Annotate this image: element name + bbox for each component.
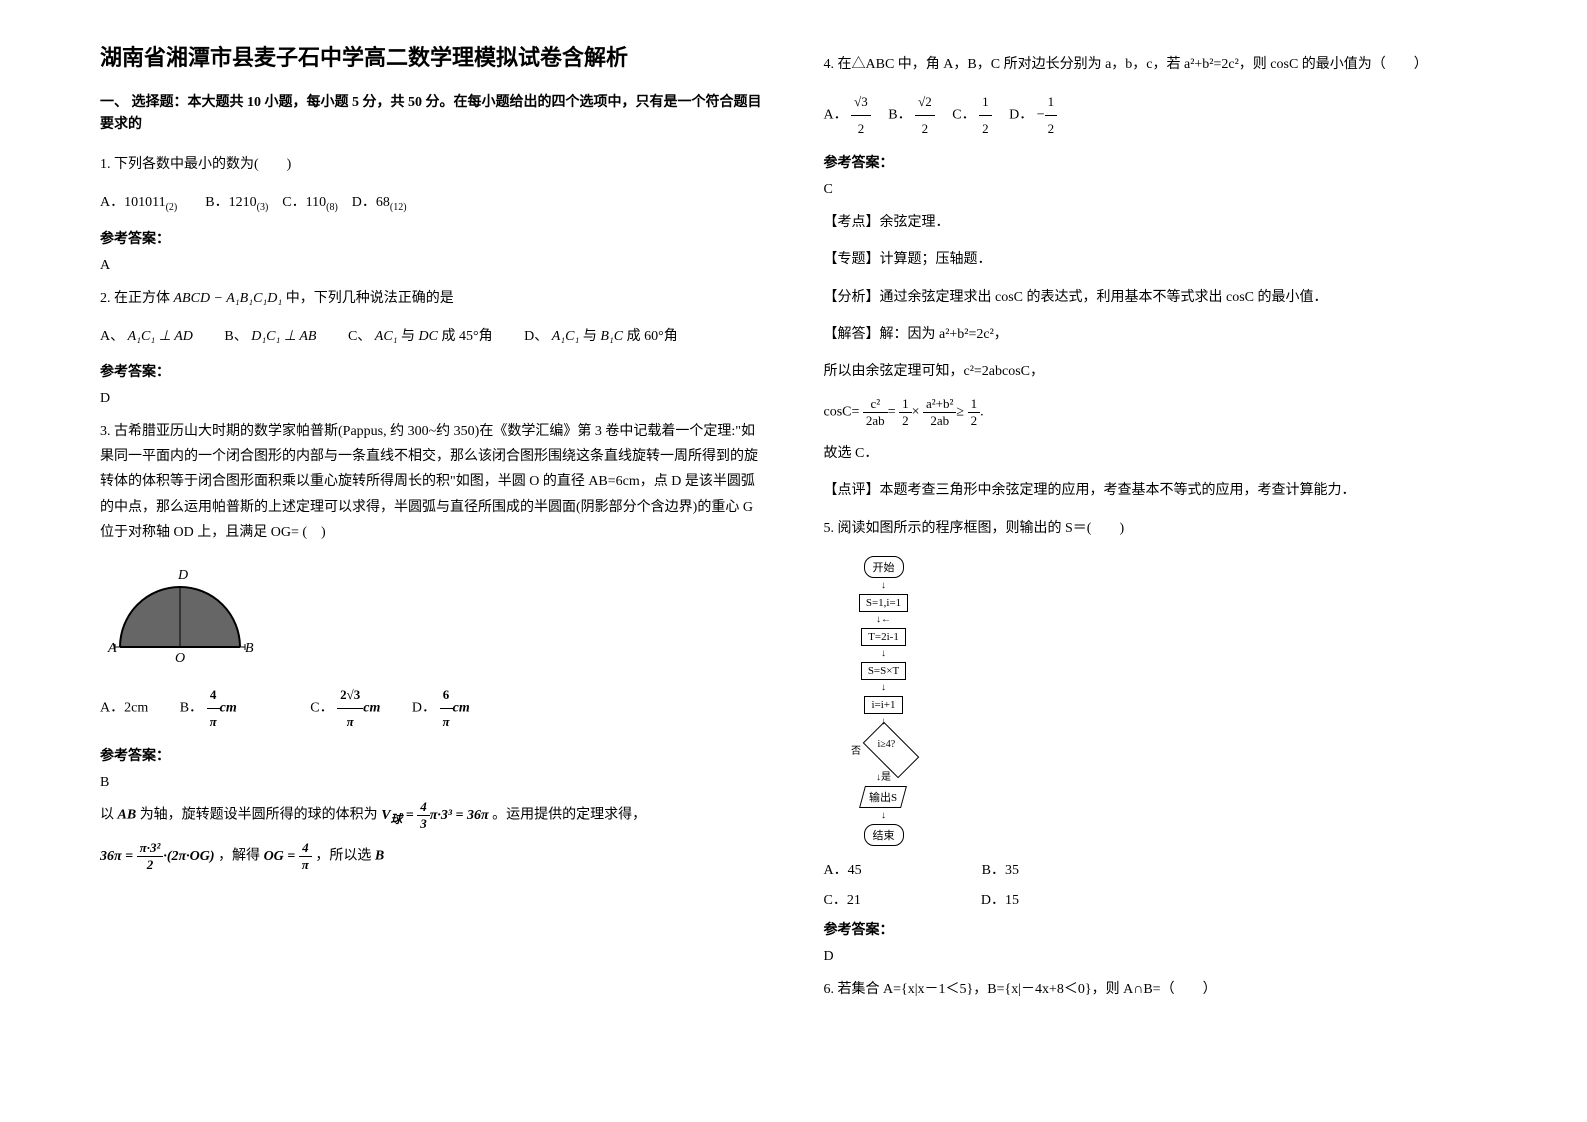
q4-comment: 【点评】本题考查三角形中余弦定理的应用，考查基本不等式的应用，考查计算能力．: [824, 478, 1488, 503]
flowchart-step1: S=1,i=1: [859, 594, 908, 612]
q3-explain-mid: 为轴，旋转题设半圆所得的球的体积为: [140, 808, 378, 823]
q4-opt-a: A．: [824, 108, 848, 123]
q3-opt-d: D．: [412, 701, 436, 716]
q4-topic-label: 【专题】: [824, 252, 880, 267]
q2-text: 2. 在正方体 ABCD − A₁B₁C₁D₁ 中，下列几种说法正确的是: [100, 286, 764, 311]
q3-opt-c: C．: [310, 701, 333, 716]
q4-point-text: 余弦定理．: [880, 215, 950, 230]
flowchart-start: 开始: [864, 556, 904, 578]
arrow-icon: ↓: [881, 683, 886, 693]
flowchart-no: 否: [851, 742, 861, 757]
q3-opt-b: B．: [180, 701, 203, 716]
svg-text:O: O: [175, 651, 185, 666]
flowchart-step2: T=2i-1: [861, 628, 906, 646]
q2-mid: 中，下列几种说法正确的是: [286, 291, 454, 306]
q4-point: 【考点】余弦定理．: [824, 210, 1488, 235]
q4-answer: C: [824, 182, 1488, 198]
q5-opt-d: D．15: [981, 889, 1019, 909]
arrow-icon: ↓是: [876, 773, 891, 783]
q4-analysis-text: 通过余弦定理求出 cosC 的表达式，利用基本不等式求出 cosC 的最小值．: [880, 290, 1328, 305]
q4-solve1-text: 解：因为 a²+b²=2c²，: [880, 327, 1008, 342]
q1-answer: A: [100, 258, 764, 274]
q6-text: 6. 若集合 A={x|x－1＜5}，B={x|－4x+8＜0}，则 A∩B=（…: [824, 977, 1488, 1002]
q5-answer-label: 参考答案：: [824, 919, 1488, 939]
q5-opt-c: C．21: [824, 889, 861, 909]
right-column: 4. 在△ABC 中，角 A，B，C 所对边长分别为 a，b，c，若 a²+b²…: [824, 40, 1488, 1014]
q4-opt-b: B．: [888, 108, 911, 123]
arrow-icon: ↓: [881, 649, 886, 659]
q4-comment-text: 本题考查三角形中余弦定理的应用，考查基本不等式的应用，考查计算能力．: [880, 483, 1356, 498]
q3-explain-suffix: 。运用提供的定理求得，: [492, 808, 646, 823]
q4-options: A． √32 B． √22 C． 12 D． −12: [824, 89, 1488, 142]
q2-opt-b: B、: [224, 329, 247, 344]
q3-opt-a: A．2cm: [100, 701, 148, 716]
q2-options: A、 A₁C₁ ⊥ AD B、 D₁C₁ ⊥ AB C、 AC₁ 与 DC 成 …: [100, 323, 764, 351]
section-header: 一、 选择题：本大题共 10 小题，每小题 5 分，共 50 分。在每小题给出的…: [100, 92, 764, 137]
q5-answer: D: [824, 949, 1488, 965]
q2-answer: D: [100, 391, 764, 407]
arrow-icon: ↓: [881, 581, 886, 591]
page-title: 湖南省湘潭市县麦子石中学高二数学理模拟试卷含解析: [100, 40, 764, 72]
q4-solve2: 所以由余弦定理可知，c²=2abcosC，: [824, 359, 1488, 384]
flowchart-yes: 是: [881, 772, 891, 783]
flowchart-end: 结束: [864, 824, 904, 846]
arrow-icon: ↓←: [876, 615, 891, 625]
flowchart-step3: S=S×T: [861, 662, 906, 680]
q3-solve: 36π = π·3²2·(2π·OG) ，解得 OG = 4π ，所以选 B: [100, 840, 764, 873]
q3-answer-label: 参考答案：: [100, 745, 764, 765]
q2-prefix: 2. 在正方体: [100, 291, 170, 306]
q4-topic: 【专题】计算题；压轴题．: [824, 247, 1488, 272]
q4-solve3-prefix: cosC=: [824, 405, 860, 420]
q4-point-label: 【考点】: [824, 215, 880, 230]
q2-answer-label: 参考答案：: [100, 361, 764, 381]
q2-math: ABCD − A₁B₁C₁D₁: [174, 291, 283, 306]
q1-options: A．101011(2) B．1210(3) C．110(8) D．68(12): [100, 189, 764, 218]
q3-explain: 以 AB 为轴，旋转题设半圆所得的球的体积为 V球 = 43π·3³ = 36π…: [100, 799, 764, 832]
q5-options-row1: A．45 B．35: [824, 859, 1488, 879]
q3-answer: B: [100, 775, 764, 791]
q3-figure: D A B O: [100, 557, 764, 672]
q4-solve1: 【解答】解：因为 a²+b²=2c²，: [824, 322, 1488, 347]
q4-opt-d: D．: [1009, 108, 1033, 123]
q3-solve-text: ，解得: [218, 849, 260, 864]
q2-opt-d: D、: [524, 329, 548, 344]
q4-analysis-label: 【分析】: [824, 290, 880, 305]
q2-opt-c-suffix: 成 45°角: [442, 329, 493, 344]
q4-analysis: 【分析】通过余弦定理求出 cosC 的表达式，利用基本不等式求出 cosC 的最…: [824, 285, 1488, 310]
q4-conclusion: 故选 C．: [824, 441, 1488, 466]
q4-topic-text: 计算题；压轴题．: [880, 252, 992, 267]
q4-comment-label: 【点评】: [824, 483, 880, 498]
q3-so: ，所以选: [315, 849, 371, 864]
svg-text:D: D: [177, 568, 188, 583]
left-column: 湖南省湘潭市县麦子石中学高二数学理模拟试卷含解析 一、 选择题：本大题共 10 …: [100, 40, 764, 1014]
flowchart-output: 输出S: [859, 786, 907, 808]
q5-opt-a: A．45: [824, 859, 862, 879]
q3-options: A．2cm B． 4πcm C． 2√3πcm D． 6πcm: [100, 682, 764, 735]
q3-text: 3. 古希腊亚历山大时期的数学家帕普斯(Pappus, 约 300~约 350)…: [100, 419, 764, 545]
q5-flowchart: 开始 ↓ S=1,i=1 ↓← T=2i-1 ↓ S=S×T ↓ i=i+1 ↓…: [824, 553, 944, 849]
q3-explain-prefix: 以: [100, 808, 114, 823]
q2-opt-a: A、: [100, 329, 124, 344]
q4-opt-c: C．: [952, 108, 975, 123]
q1-answer-label: 参考答案：: [100, 228, 764, 248]
flowchart-cond: i≥4?: [863, 721, 920, 778]
q2-opt-d-suffix: 成 60°角: [627, 329, 678, 344]
arrow-icon: ↓: [881, 811, 886, 821]
q5-text: 5. 阅读如图所示的程序框图，则输出的 S＝( ): [824, 516, 1488, 541]
q4-solve-label: 【解答】: [824, 327, 880, 342]
svg-text:B: B: [245, 641, 254, 656]
q2-opt-c: C、: [348, 329, 371, 344]
q4-answer-label: 参考答案：: [824, 152, 1488, 172]
q5-opt-b: B．35: [982, 859, 1019, 879]
q5-options-row2: C．21 D．15: [824, 889, 1488, 909]
q4-solve3: cosC= c²2ab= 12× a²+b²2ab≥ 12.: [824, 396, 1488, 429]
q4-text: 4. 在△ABC 中，角 A，B，C 所对边长分别为 a，b，c，若 a²+b²…: [824, 52, 1488, 77]
flowchart-step4: i=i+1: [864, 696, 902, 714]
q1-text: 1. 下列各数中最小的数为( ): [100, 152, 764, 177]
